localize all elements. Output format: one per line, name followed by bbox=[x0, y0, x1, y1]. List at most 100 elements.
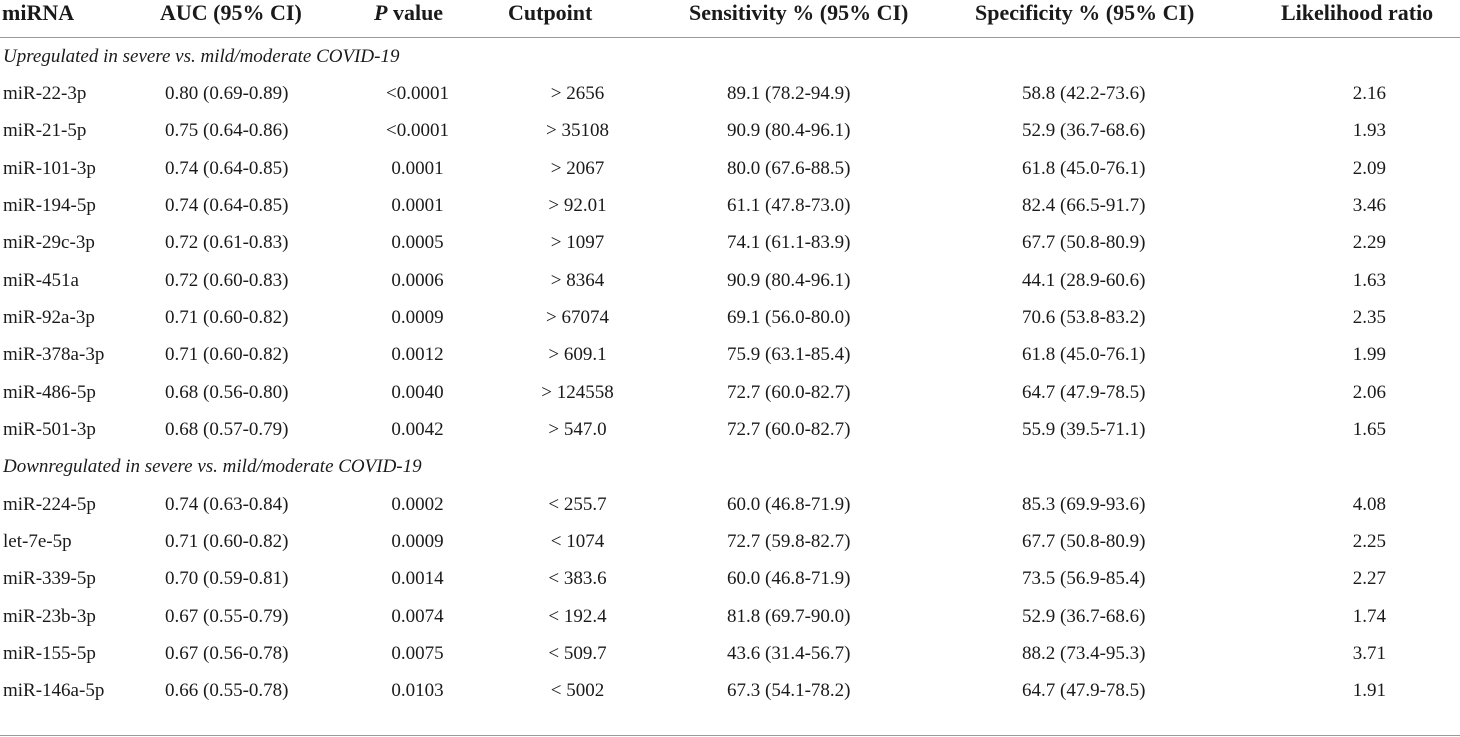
mirna-roc-table: miRNA AUC (95% CI) P value Cutpoint Sens… bbox=[0, 0, 1460, 710]
cell-auc: 0.68 (0.56-0.80) bbox=[165, 381, 289, 403]
cell-mirna: miR-224-5p bbox=[3, 493, 96, 515]
table-row: miR-451a 0.72 (0.60-0.83) 0.0006 > 8364 90.9… bbox=[0, 262, 1460, 299]
cell-p-value: 0.0074 bbox=[391, 605, 444, 627]
cell-sensitivity: 75.9 (63.1-85.4) bbox=[727, 344, 851, 366]
cell-auc: 0.66 (0.55-0.78) bbox=[165, 680, 289, 702]
cell-mirna: miR-29c-3p bbox=[3, 232, 95, 254]
cell-cutpoint: < 383.6 bbox=[548, 568, 607, 590]
cell-p-value: 0.0009 bbox=[391, 530, 444, 552]
cell-p-value: 0.0075 bbox=[391, 642, 444, 664]
cell-sensitivity: 89.1 (78.2-94.9) bbox=[727, 83, 851, 105]
cell-cutpoint: < 192.4 bbox=[548, 605, 607, 627]
cell-p-value: <0.0001 bbox=[386, 120, 449, 142]
cell-cutpoint: < 5002 bbox=[550, 680, 605, 702]
header-row: miRNA AUC (95% CI) P value Cutpoint Sens… bbox=[0, 0, 1460, 38]
cell-auc: 0.80 (0.69-0.89) bbox=[165, 83, 289, 105]
cell-specificity: 67.7 (50.8-80.9) bbox=[1022, 530, 1146, 552]
cell-likelihood-ratio: 2.06 bbox=[1352, 381, 1386, 403]
cell-mirna: miR-194-5p bbox=[3, 195, 96, 217]
cell-sensitivity: 43.6 (31.4-56.7) bbox=[727, 642, 851, 664]
cell-mirna: miR-451a bbox=[3, 269, 79, 291]
table-row: miR-21-5p 0.75 (0.64-0.86) <0.0001 > 35108 9… bbox=[0, 113, 1460, 150]
cell-auc: 0.68 (0.57-0.79) bbox=[165, 418, 289, 440]
header-auc: AUC (95% CI) bbox=[140, 0, 355, 38]
cell-likelihood-ratio: 1.74 bbox=[1352, 605, 1386, 627]
cell-sensitivity: 74.1 (61.1-83.9) bbox=[727, 232, 851, 254]
cell-mirna: miR-501-3p bbox=[3, 418, 96, 440]
cell-cutpoint: > 124558 bbox=[541, 381, 614, 403]
cell-mirna: let-7e-5p bbox=[3, 530, 72, 552]
cell-p-value: <0.0001 bbox=[386, 83, 449, 105]
cell-auc: 0.72 (0.60-0.83) bbox=[165, 269, 289, 291]
cell-likelihood-ratio: 3.71 bbox=[1352, 642, 1386, 664]
cell-specificity: 64.7 (47.9-78.5) bbox=[1022, 381, 1146, 403]
cell-mirna: miR-101-3p bbox=[3, 157, 96, 179]
header-likelihood-ratio: Likelihood ratio bbox=[1270, 0, 1460, 38]
cell-likelihood-ratio: 2.09 bbox=[1352, 157, 1386, 179]
cell-likelihood-ratio: 3.46 bbox=[1352, 195, 1386, 217]
table-row: miR-22-3p 0.80 (0.69-0.89) <0.0001 > 2656 89… bbox=[0, 76, 1460, 113]
cell-specificity: 70.6 (53.8-83.2) bbox=[1022, 306, 1146, 328]
section-header-row: Downregulated in severe vs. mild/moderat… bbox=[0, 448, 1460, 486]
table-row: miR-29c-3p 0.72 (0.61-0.83) 0.0005 > 1097 74… bbox=[0, 225, 1460, 262]
cell-cutpoint: > 8364 bbox=[550, 269, 605, 291]
cell-mirna: miR-21-5p bbox=[3, 120, 87, 142]
cell-auc: 0.70 (0.59-0.81) bbox=[165, 568, 289, 590]
cell-cutpoint: > 547.0 bbox=[548, 418, 607, 440]
cell-p-value: 0.0040 bbox=[391, 381, 444, 403]
section-title: Downregulated in severe vs. mild/moderat… bbox=[3, 456, 422, 478]
cell-cutpoint: > 2067 bbox=[550, 157, 605, 179]
cell-cutpoint: > 1097 bbox=[550, 232, 605, 254]
cell-specificity: 44.1 (28.9-60.6) bbox=[1022, 269, 1146, 291]
header-mirna: miRNA bbox=[0, 0, 140, 38]
cell-mirna: miR-92a-3p bbox=[3, 306, 95, 328]
cell-p-value: 0.0012 bbox=[391, 344, 444, 366]
cell-p-value: 0.0014 bbox=[391, 568, 444, 590]
header-sensitivity: Sensitivity % (95% CI) bbox=[665, 0, 965, 38]
cell-likelihood-ratio: 2.29 bbox=[1352, 232, 1386, 254]
cell-p-value: 0.0042 bbox=[391, 418, 444, 440]
cell-specificity: 82.4 (66.5-91.7) bbox=[1022, 195, 1146, 217]
cell-mirna: miR-339-5p bbox=[3, 568, 96, 590]
header-cutpoint: Cutpoint bbox=[500, 0, 665, 38]
cell-cutpoint: < 509.7 bbox=[548, 642, 607, 664]
cell-auc: 0.75 (0.64-0.86) bbox=[165, 120, 289, 142]
cell-specificity: 55.9 (39.5-71.1) bbox=[1022, 418, 1146, 440]
cell-auc: 0.67 (0.56-0.78) bbox=[165, 642, 289, 664]
cell-likelihood-ratio: 2.27 bbox=[1352, 568, 1386, 590]
cell-p-value: 0.0001 bbox=[391, 195, 444, 217]
cell-p-value: 0.0001 bbox=[391, 157, 444, 179]
cell-cutpoint: > 609.1 bbox=[548, 344, 607, 366]
cell-cutpoint: > 2656 bbox=[550, 83, 605, 105]
cell-sensitivity: 72.7 (59.8-82.7) bbox=[727, 530, 851, 552]
cell-specificity: 67.7 (50.8-80.9) bbox=[1022, 232, 1146, 254]
cell-p-value: 0.0009 bbox=[391, 306, 444, 328]
cell-specificity: 73.5 (56.9-85.4) bbox=[1022, 568, 1146, 590]
table-row: miR-92a-3p 0.71 (0.60-0.82) 0.0009 > 67074 6… bbox=[0, 299, 1460, 336]
cell-cutpoint: > 92.01 bbox=[548, 195, 607, 217]
cell-sensitivity: 60.0 (46.8-71.9) bbox=[727, 493, 851, 515]
cell-specificity: 52.9 (36.7-68.6) bbox=[1022, 120, 1146, 142]
cell-auc: 0.74 (0.64-0.85) bbox=[165, 195, 289, 217]
cell-mirna: miR-146a-5p bbox=[3, 680, 105, 702]
table-row: miR-224-5p 0.74 (0.63-0.84) 0.0002 < 255.7 6… bbox=[0, 486, 1460, 523]
table-body: Upregulated in severe vs. mild/moderate … bbox=[0, 38, 1460, 710]
cell-likelihood-ratio: 1.99 bbox=[1352, 344, 1386, 366]
header-p-italic: P bbox=[374, 0, 388, 25]
cell-likelihood-ratio: 1.93 bbox=[1352, 120, 1386, 142]
table-row: miR-378a-3p 0.71 (0.60-0.82) 0.0012 > 609.1… bbox=[0, 337, 1460, 374]
cell-likelihood-ratio: 1.91 bbox=[1352, 680, 1386, 702]
cell-sensitivity: 69.1 (56.0-80.0) bbox=[727, 306, 851, 328]
cell-p-value: 0.0002 bbox=[391, 493, 444, 515]
cell-likelihood-ratio: 2.25 bbox=[1352, 530, 1386, 552]
cell-auc: 0.72 (0.61-0.83) bbox=[165, 232, 289, 254]
cell-likelihood-ratio: 4.08 bbox=[1352, 493, 1386, 515]
header-p-rest: value bbox=[387, 0, 444, 25]
table-row: miR-339-5p 0.70 (0.59-0.81) 0.0014 < 383.6 6… bbox=[0, 561, 1460, 598]
cell-auc: 0.71 (0.60-0.82) bbox=[165, 306, 289, 328]
cell-sensitivity: 61.1 (47.8-73.0) bbox=[727, 195, 851, 217]
cell-sensitivity: 60.0 (46.8-71.9) bbox=[727, 568, 851, 590]
cell-mirna: miR-22-3p bbox=[3, 83, 87, 105]
table-row: miR-486-5p 0.68 (0.56-0.80) 0.0040 > 124558… bbox=[0, 374, 1460, 411]
